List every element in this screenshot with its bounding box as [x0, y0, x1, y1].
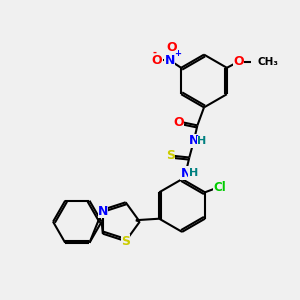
Text: O: O — [152, 54, 162, 67]
Text: N: N — [181, 167, 191, 180]
Text: H: H — [189, 168, 198, 178]
Text: S: S — [166, 149, 175, 163]
Text: CH₃: CH₃ — [258, 57, 279, 67]
Text: +: + — [174, 49, 181, 58]
Text: Cl: Cl — [214, 181, 226, 194]
Text: -: - — [153, 48, 157, 58]
Text: S: S — [121, 235, 130, 248]
Text: H: H — [197, 136, 206, 146]
Text: N: N — [189, 134, 199, 148]
Text: N: N — [98, 205, 108, 218]
Text: N: N — [164, 54, 175, 67]
Text: O: O — [166, 41, 176, 54]
Text: O: O — [233, 55, 244, 68]
Text: O: O — [173, 116, 184, 129]
